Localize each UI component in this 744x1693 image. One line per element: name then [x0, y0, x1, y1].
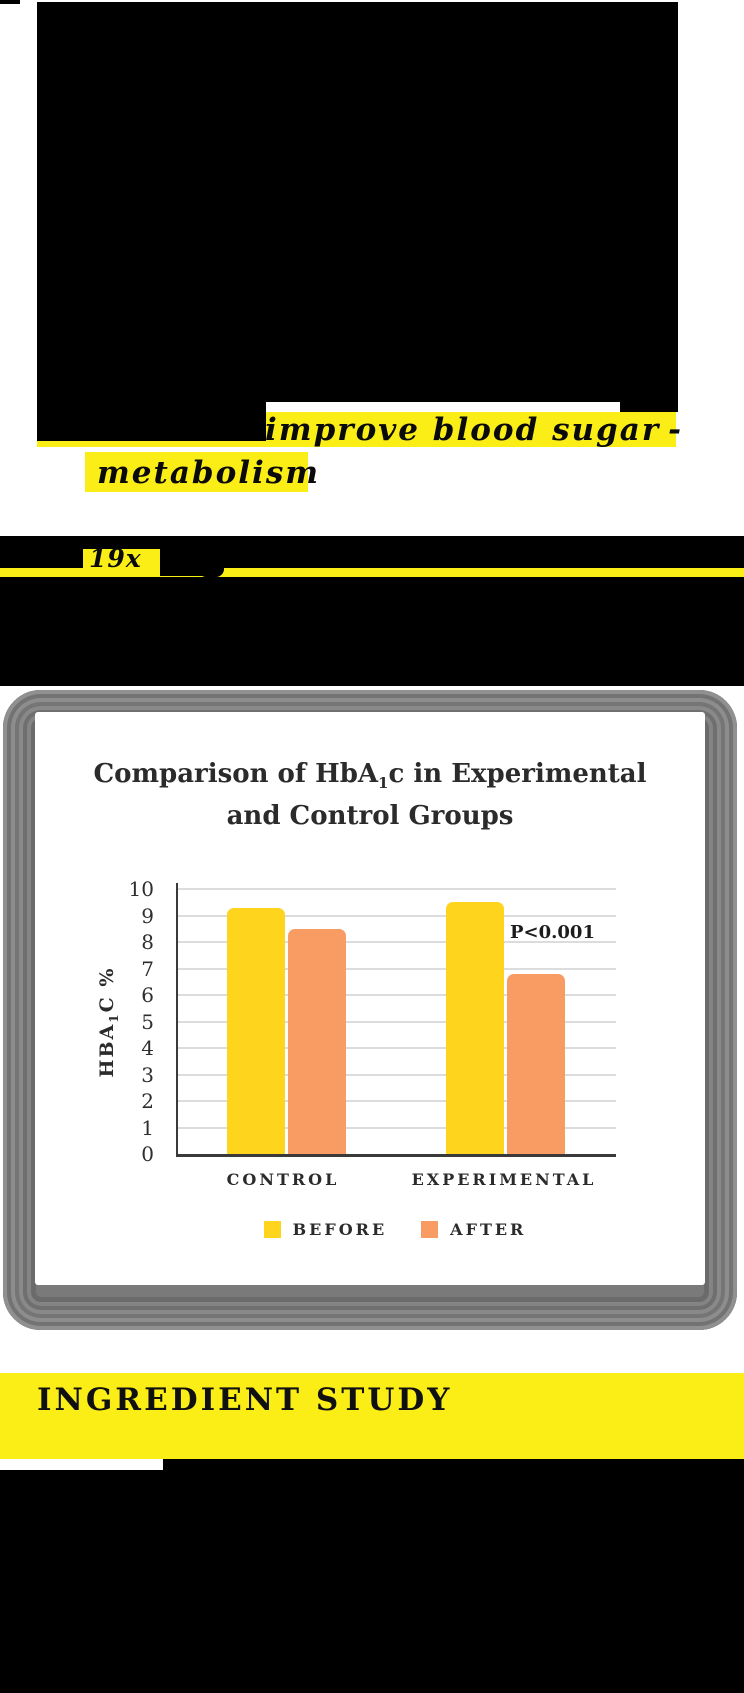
chart-title-line-1: Comparison of HbA1c in Experimental	[93, 759, 647, 793]
redacted-stat-block-lower	[0, 577, 744, 686]
gridline-4	[178, 1047, 616, 1049]
chart-card: Comparison of HbA1c in Experimental and …	[35, 712, 705, 1285]
redacted-bottom-media-block	[0, 1470, 744, 1693]
redacted-bottom-block-step	[163, 1459, 744, 1471]
legend-swatch-after	[421, 1221, 439, 1238]
x-axis-category-labels: CONTROL EXPERIMENTAL	[176, 1170, 614, 1196]
legend-item-after: AFTER	[421, 1220, 526, 1239]
chart-title: Comparison of HbA1c in Experimental and …	[35, 758, 705, 833]
ingredient-study-title: INGREDIENT STUDY	[37, 1382, 453, 1418]
gridline-10	[178, 888, 616, 890]
headline-dash: -	[668, 411, 684, 448]
ytick-9: 9	[141, 903, 154, 928]
headline-highlight-line-2: metabolism	[85, 452, 318, 492]
legend-label-before: BEFORE	[292, 1220, 388, 1239]
gridline-9	[178, 914, 616, 917]
plot-area: P<0.001	[176, 883, 616, 1157]
ytick-0: 0	[141, 1142, 154, 1166]
category-label-control: CONTROL	[226, 1170, 340, 1189]
bar-control-after	[288, 928, 346, 1154]
headline-text-line-2: metabolism	[97, 455, 321, 491]
gridline-3	[178, 1073, 616, 1076]
stat-text: 19x	[89, 549, 142, 571]
y-axis-tick-labels: 0 1 2 3 4 5 6 7 8 9 10	[104, 712, 154, 1285]
stat-highlight-underline	[0, 568, 744, 577]
headline-highlight-line-1: improve blood sugar -	[37, 412, 681, 448]
redacted-corner-sliver	[0, 0, 20, 4]
ytick-10: 10	[128, 877, 154, 901]
chart-legend: BEFORE AFTER	[176, 1220, 614, 1239]
gridline-6	[178, 994, 616, 996]
bar-experimental-before	[446, 902, 504, 1154]
gridline-8	[178, 941, 616, 943]
gridline-2	[178, 1100, 616, 1102]
redacted-headline-right-block	[620, 402, 678, 412]
ytick-2: 2	[141, 1089, 154, 1113]
bar-control-before	[227, 907, 285, 1154]
gridline-1	[178, 1126, 616, 1129]
ytick-5: 5	[141, 1009, 154, 1034]
bar-experimental-after	[507, 973, 565, 1154]
redacted-glyph-descender	[198, 568, 224, 577]
redacted-hero-media-block	[37, 2, 678, 402]
ytick-8: 8	[141, 930, 154, 954]
ytick-7: 7	[141, 956, 154, 981]
legend-label-after: AFTER	[450, 1220, 527, 1239]
legend-item-before: BEFORE	[263, 1220, 388, 1239]
stat-highlight-window: 19x	[83, 549, 168, 571]
headline-text-row: improve blood sugar -	[265, 411, 684, 448]
ytick-1: 1	[141, 1115, 154, 1140]
ingredient-study-banner: INGREDIENT STUDY	[0, 1373, 744, 1459]
gridline-7	[178, 967, 616, 970]
ytick-4: 4	[141, 1036, 154, 1060]
headline-text-line-1: improve blood sugar	[265, 411, 661, 448]
gridline-5	[178, 1020, 616, 1023]
chart-title-line-2: and Control Groups	[226, 801, 514, 832]
ytick-6: 6	[141, 983, 154, 1007]
p-value-annotation: P<0.001	[510, 922, 595, 943]
redacted-headline-left-block	[37, 402, 266, 441]
legend-swatch-before	[263, 1221, 281, 1238]
ytick-3: 3	[141, 1062, 154, 1087]
category-label-experimental: EXPERIMENTAL	[411, 1170, 597, 1189]
